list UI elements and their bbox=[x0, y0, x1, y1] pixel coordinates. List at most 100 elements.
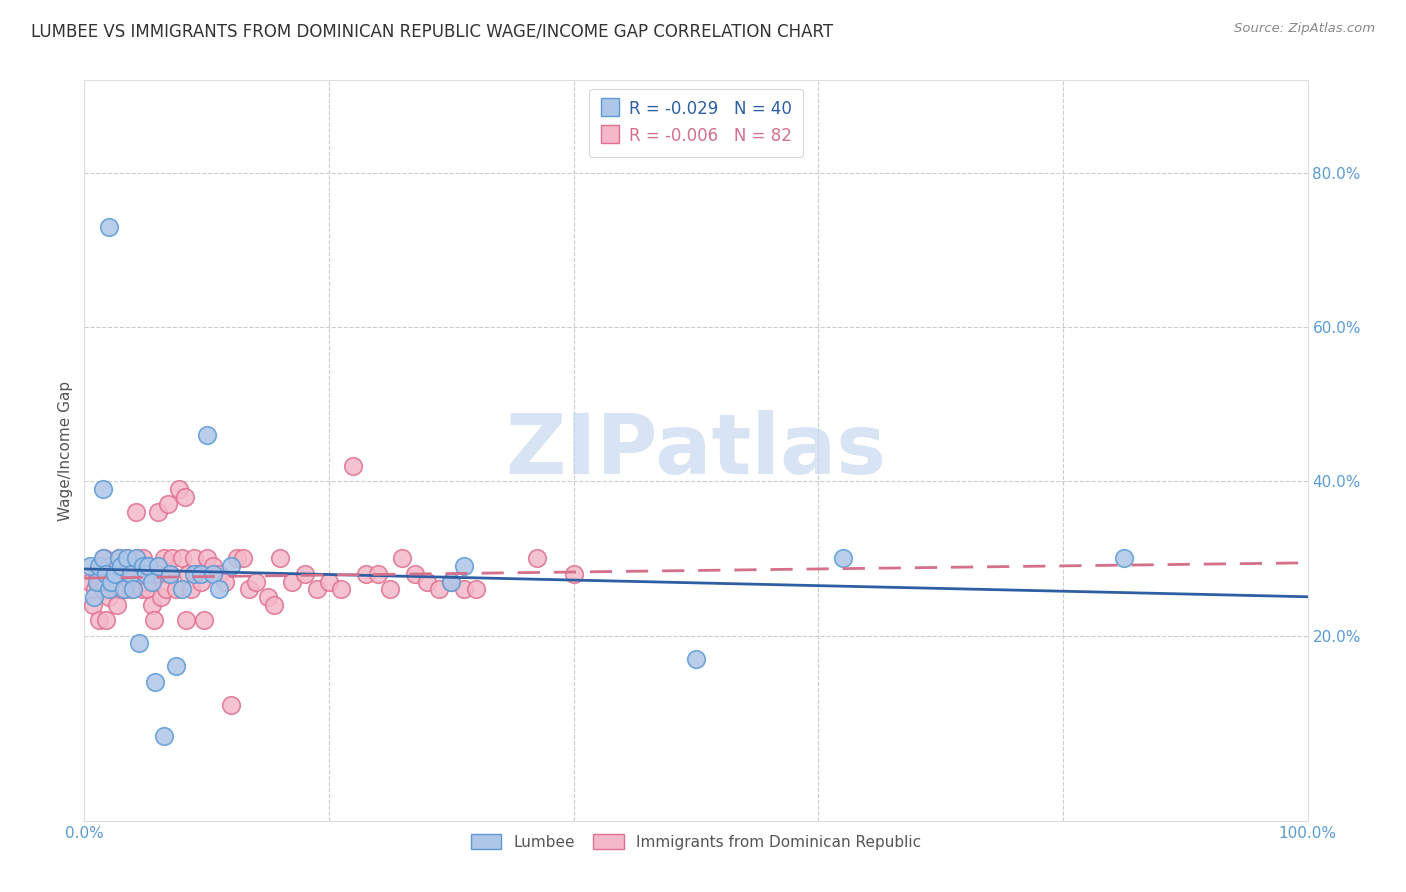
Point bbox=[305, 582, 328, 597]
Point bbox=[132, 551, 155, 566]
Point bbox=[104, 566, 127, 581]
Point bbox=[141, 598, 163, 612]
Point bbox=[831, 551, 853, 566]
Point bbox=[165, 582, 187, 597]
Point bbox=[149, 566, 172, 581]
Point bbox=[100, 559, 122, 574]
Text: LUMBEE VS IMMIGRANTS FROM DOMINICAN REPUBLIC WAGE/INCOME GAP CORRELATION CHART: LUMBEE VS IMMIGRANTS FROM DOMINICAN REPU… bbox=[31, 22, 834, 40]
Point bbox=[112, 582, 135, 597]
Point bbox=[159, 566, 181, 581]
Point bbox=[104, 582, 127, 597]
Point bbox=[143, 613, 166, 627]
Point bbox=[97, 590, 120, 604]
Point bbox=[330, 582, 353, 597]
Point bbox=[562, 566, 585, 581]
Point bbox=[122, 566, 145, 581]
Point bbox=[172, 551, 194, 566]
Point bbox=[86, 566, 108, 581]
Point bbox=[453, 559, 475, 574]
Point bbox=[318, 574, 340, 589]
Point bbox=[150, 590, 173, 604]
Point bbox=[263, 598, 285, 612]
Point bbox=[269, 551, 291, 566]
Point bbox=[83, 590, 105, 604]
Point bbox=[136, 559, 159, 574]
Point bbox=[177, 566, 200, 581]
Point bbox=[195, 428, 218, 442]
Point bbox=[183, 551, 205, 566]
Point bbox=[180, 582, 202, 597]
Point bbox=[79, 574, 101, 589]
Point bbox=[120, 582, 142, 597]
Point bbox=[238, 582, 260, 597]
Point bbox=[159, 566, 181, 581]
Point bbox=[190, 574, 212, 589]
Y-axis label: Wage/Income Gap: Wage/Income Gap bbox=[58, 380, 73, 521]
Point bbox=[128, 636, 150, 650]
Point bbox=[86, 574, 108, 589]
Point bbox=[115, 551, 138, 566]
Point bbox=[143, 674, 166, 689]
Point bbox=[1114, 551, 1136, 566]
Point bbox=[440, 574, 463, 589]
Point bbox=[257, 590, 280, 604]
Point bbox=[135, 574, 157, 589]
Point bbox=[125, 551, 148, 566]
Point bbox=[118, 574, 141, 589]
Point bbox=[226, 551, 249, 566]
Point bbox=[214, 574, 236, 589]
Point bbox=[103, 574, 125, 589]
Point bbox=[141, 574, 163, 589]
Point bbox=[107, 551, 129, 566]
Point bbox=[107, 551, 129, 566]
Point bbox=[208, 582, 231, 597]
Point bbox=[294, 566, 316, 581]
Point bbox=[183, 566, 205, 581]
Point bbox=[464, 582, 486, 597]
Point bbox=[162, 551, 184, 566]
Point bbox=[201, 566, 224, 581]
Point bbox=[526, 551, 548, 566]
Point bbox=[201, 559, 224, 574]
Point bbox=[143, 566, 166, 581]
Point bbox=[208, 566, 231, 581]
Point bbox=[91, 482, 114, 496]
Point bbox=[190, 566, 212, 581]
Point bbox=[173, 490, 195, 504]
Point bbox=[122, 582, 145, 597]
Point bbox=[685, 651, 707, 665]
Point bbox=[380, 582, 402, 597]
Point bbox=[367, 566, 389, 581]
Point bbox=[97, 219, 120, 234]
Point bbox=[93, 551, 115, 566]
Point bbox=[96, 566, 118, 581]
Point bbox=[120, 566, 142, 581]
Point bbox=[174, 613, 197, 627]
Point bbox=[193, 613, 215, 627]
Point bbox=[136, 582, 159, 597]
Point bbox=[165, 659, 187, 673]
Point bbox=[167, 482, 190, 496]
Point bbox=[354, 566, 377, 581]
Point bbox=[96, 613, 118, 627]
Point bbox=[146, 559, 169, 574]
Point bbox=[100, 574, 122, 589]
Point bbox=[125, 551, 148, 566]
Legend: Lumbee, Immigrants from Dominican Republic: Lumbee, Immigrants from Dominican Republ… bbox=[463, 826, 929, 857]
Point bbox=[146, 505, 169, 519]
Point bbox=[132, 559, 155, 574]
Point bbox=[128, 574, 150, 589]
Point bbox=[245, 574, 267, 589]
Point bbox=[114, 582, 136, 597]
Point bbox=[416, 574, 439, 589]
Point bbox=[135, 566, 157, 581]
Point bbox=[195, 551, 218, 566]
Point bbox=[110, 582, 132, 597]
Point bbox=[391, 551, 413, 566]
Point bbox=[87, 559, 110, 574]
Point bbox=[232, 551, 254, 566]
Point bbox=[110, 559, 132, 574]
Point bbox=[440, 574, 463, 589]
Point bbox=[155, 582, 177, 597]
Text: ZIPatlas: ZIPatlas bbox=[506, 410, 886, 491]
